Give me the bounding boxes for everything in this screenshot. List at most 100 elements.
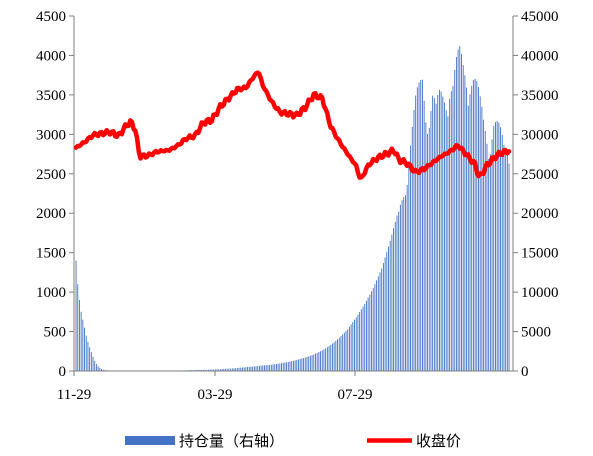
- left-tick-label: 3500: [36, 88, 66, 104]
- open-interest-bar: [277, 363, 279, 371]
- open-interest-bar: [427, 133, 428, 371]
- open-interest-bar: [350, 324, 352, 371]
- right-tick-label: 40000: [521, 48, 559, 64]
- open-interest-bar: [209, 369, 211, 371]
- open-interest-bar: [364, 303, 366, 371]
- open-interest-bar: [202, 369, 204, 371]
- open-interest-bar: [466, 87, 468, 372]
- open-interest-bar: [286, 362, 288, 371]
- open-interest-bar: [316, 352, 318, 371]
- open-interest-bar: [384, 257, 386, 371]
- open-interest-bar: [330, 344, 332, 371]
- left-tick-label: 3000: [36, 127, 66, 143]
- open-interest-bar: [447, 116, 449, 371]
- open-interest-bar: [260, 365, 262, 371]
- open-interest-bar: [445, 110, 447, 372]
- open-interest-bar: [80, 311, 82, 371]
- open-interest-bar: [381, 268, 383, 371]
- open-interest-bar: [89, 347, 91, 371]
- open-interest-bar: [393, 228, 395, 371]
- left-tick-label: 2500: [36, 167, 66, 183]
- open-interest-bar: [326, 347, 328, 371]
- open-interest-bar: [496, 120, 498, 371]
- open-interest-bar: [345, 330, 347, 371]
- open-interest-bar: [408, 165, 410, 371]
- x-axis-ticks: 11-29 03-29 07-29: [57, 371, 373, 403]
- open-interest-bar: [371, 291, 372, 371]
- open-interest-bar: [248, 366, 250, 371]
- right-tick-label: 20000: [521, 206, 559, 222]
- open-interest-bar: [462, 65, 464, 372]
- open-interest-bar: [399, 204, 401, 371]
- open-interest-bar: [272, 364, 274, 371]
- open-interest-bar: [425, 122, 427, 371]
- open-interest-bar: [374, 284, 376, 371]
- open-interest-bar: [328, 346, 330, 371]
- open-interest-bar: [471, 85, 473, 372]
- open-interest-bar: [275, 363, 277, 371]
- open-interest-bar: [508, 163, 510, 371]
- open-interest-bar: [340, 336, 342, 371]
- open-interest-bar: [85, 335, 87, 371]
- open-interest-bar: [455, 57, 457, 371]
- open-interest-bar: [359, 311, 361, 371]
- right-axis-ticks: 0 5000 10000 15000 20000 25000 30000 35000 40000…: [513, 9, 559, 380]
- open-interest-bar: [284, 362, 286, 371]
- open-interest-bar: [352, 322, 354, 371]
- open-interest-bar: [389, 240, 391, 371]
- open-interest-bar: [335, 340, 337, 371]
- left-tick-label: 4500: [36, 9, 66, 25]
- open-interest-bar: [413, 109, 415, 372]
- open-interest-bar: [218, 369, 220, 371]
- open-interest-bar: [418, 82, 420, 372]
- open-interest-bar: [386, 251, 388, 371]
- open-interest-bar: [459, 45, 461, 371]
- open-interest-bar: [197, 369, 199, 371]
- open-interest-bar: [410, 145, 412, 371]
- open-interest-bar: [333, 342, 335, 371]
- open-interest-bar: [493, 126, 495, 371]
- open-interest-bar: [204, 369, 206, 371]
- open-interest-bar: [416, 87, 418, 371]
- legend-label-open-interest: 持仓量（右轴）: [179, 432, 284, 450]
- open-interest-bar: [500, 127, 502, 371]
- open-interest-bar: [247, 367, 249, 371]
- open-interest-bar: [428, 127, 430, 371]
- open-interest-bar: [433, 97, 435, 372]
- open-interest-bar: [102, 369, 104, 371]
- open-interest-bar: [201, 369, 203, 371]
- open-interest-bar: [476, 81, 478, 371]
- open-interest-bar: [287, 361, 289, 371]
- open-interest-bar: [360, 309, 362, 371]
- right-tick-label: 45000: [521, 9, 559, 25]
- open-interest-bar: [230, 368, 232, 371]
- open-interest-bar: [388, 246, 389, 371]
- open-interest-bar: [221, 369, 223, 371]
- x-tick-label: 03-29: [198, 387, 233, 403]
- open-interest-bar: [265, 365, 267, 371]
- open-interest-bar: [483, 119, 485, 371]
- axes: [73, 16, 514, 372]
- open-interest-bar: [438, 89, 440, 372]
- open-interest-bar: [398, 211, 400, 371]
- open-interest-bar: [252, 366, 254, 371]
- open-interest-bar: [449, 98, 451, 371]
- open-interest-bar: [464, 75, 466, 372]
- left-tick-label: 0: [59, 364, 67, 380]
- open-interest-bar: [313, 354, 315, 371]
- open-interest-bar: [379, 272, 381, 371]
- open-interest-bar: [355, 317, 357, 371]
- open-interest-bar: [242, 367, 243, 371]
- open-interest-bar: [279, 363, 281, 371]
- open-interest-bar: [479, 96, 481, 372]
- open-interest-bar: [489, 154, 491, 371]
- open-interest-bar: [219, 369, 221, 371]
- open-interest-bar: [435, 103, 437, 372]
- open-interest-bar: [238, 367, 240, 371]
- right-tick-label: 0: [521, 364, 529, 380]
- open-interest-bar: [245, 367, 247, 371]
- open-interest-bar: [442, 96, 444, 371]
- open-interest-bar: [430, 111, 432, 371]
- open-interest-bar: [347, 329, 349, 371]
